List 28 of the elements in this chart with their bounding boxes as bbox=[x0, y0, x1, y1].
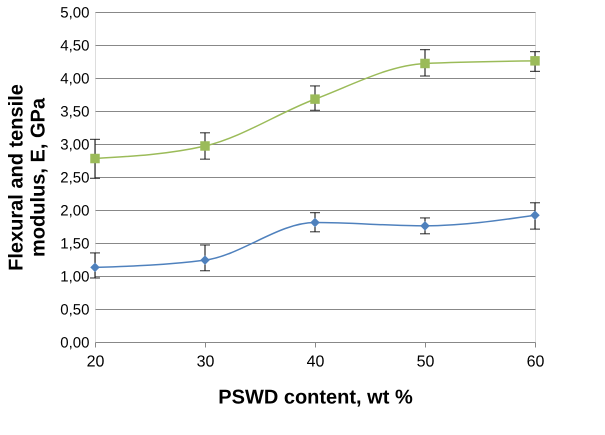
y-tick-label: 4,00 bbox=[60, 70, 90, 88]
y-tick-label: 4,50 bbox=[60, 38, 90, 54]
y-axis-title: Flexural and tensile modulus, E, GPa bbox=[5, 84, 50, 271]
point bbox=[90, 154, 100, 164]
y-tick-label: 0,00 bbox=[60, 334, 90, 352]
point bbox=[200, 255, 210, 265]
x-tick-label: 20 bbox=[86, 354, 104, 370]
point bbox=[420, 221, 430, 231]
point bbox=[310, 94, 320, 104]
y-tick-label: 3,50 bbox=[60, 104, 90, 120]
point bbox=[200, 141, 210, 151]
point bbox=[90, 262, 100, 272]
y-tick-label: 3,00 bbox=[60, 136, 90, 154]
point bbox=[420, 58, 430, 68]
point bbox=[310, 218, 320, 228]
x-tick-label: 40 bbox=[306, 354, 324, 370]
y-tick-label: 2,50 bbox=[60, 170, 90, 186]
y-tick-label: 2,00 bbox=[60, 202, 90, 220]
y-tick-label: 1,50 bbox=[60, 236, 90, 252]
y-tick-label: 5,00 bbox=[60, 4, 90, 22]
point bbox=[530, 210, 540, 220]
x-tick-label: 50 bbox=[416, 354, 434, 370]
point bbox=[530, 56, 540, 66]
y-tick-label: 1,00 bbox=[60, 268, 90, 286]
x-axis-title: PSWD content, wt % bbox=[218, 386, 413, 408]
x-tick-label: 30 bbox=[196, 354, 214, 370]
x-tick-label: 60 bbox=[526, 354, 544, 370]
y-tick-label: 0,50 bbox=[60, 302, 90, 318]
